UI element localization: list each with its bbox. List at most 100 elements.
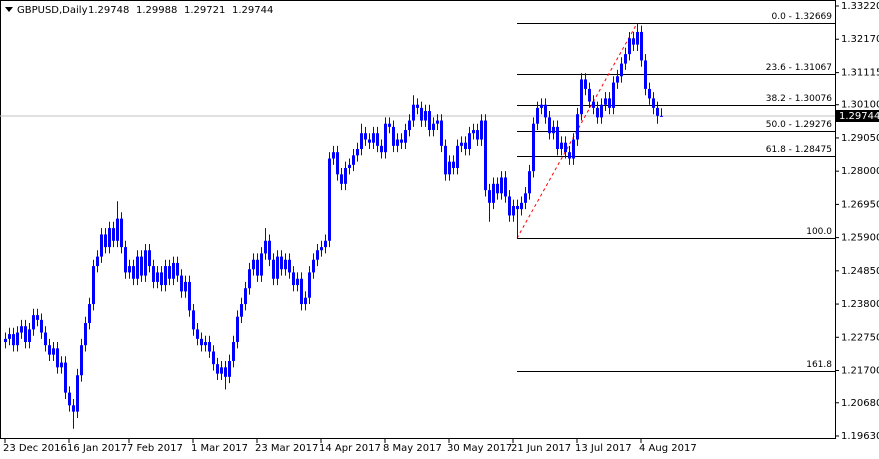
- candle-body: [244, 288, 247, 305]
- fib-label: 61.8 - 1.28475: [766, 145, 832, 155]
- candle-body: [172, 262, 175, 279]
- candle-body: [280, 256, 283, 270]
- candle-body: [356, 149, 359, 156]
- candle-body: [584, 79, 587, 89]
- candle-body: [364, 133, 367, 140]
- candle-body: [488, 190, 491, 203]
- candle-body: [316, 250, 319, 260]
- candle-body: [616, 76, 619, 83]
- candle-body: [240, 304, 243, 317]
- y-tick-label: 1.26950: [841, 199, 879, 210]
- candle-body: [400, 139, 403, 143]
- candle-body: [352, 155, 355, 165]
- candle-body: [52, 348, 55, 355]
- candle-body: [144, 250, 147, 276]
- candle-body: [84, 323, 87, 346]
- candle-body: [408, 120, 411, 131]
- candle-body: [384, 123, 387, 153]
- candle-body: [256, 259, 259, 276]
- candle-body: [360, 133, 363, 150]
- candle-body: [308, 272, 311, 298]
- ohlc-value: 1.29748: [88, 5, 129, 16]
- candle-body: [464, 142, 467, 150]
- candle-body: [320, 247, 323, 251]
- menu-arrow[interactable]: [5, 7, 13, 12]
- candle-body: [248, 269, 251, 289]
- candle-body: [312, 259, 315, 273]
- candle-body: [592, 101, 595, 108]
- candle-body: [456, 145, 459, 169]
- y-tick-label: 1.23800: [841, 299, 879, 310]
- candle-body: [328, 158, 331, 241]
- ohlc-value: 1.29721: [184, 5, 225, 16]
- candle-body: [524, 193, 527, 203]
- candle-body: [572, 139, 575, 159]
- candle-body: [16, 332, 19, 346]
- candle-body: [304, 297, 307, 305]
- candle-body: [564, 142, 567, 153]
- candle-body: [600, 104, 603, 118]
- candle-body: [112, 228, 115, 241]
- candle-body: [36, 315, 39, 320]
- symbol: GBPUSD,Daily: [17, 5, 88, 16]
- candle-body: [96, 256, 99, 267]
- candle-body: [92, 266, 95, 305]
- candle-body: [388, 123, 391, 127]
- candle-body: [472, 130, 475, 134]
- candle-body: [204, 342, 207, 346]
- candle-body: [276, 256, 279, 279]
- candle-body: [452, 161, 455, 169]
- candle-body: [116, 218, 119, 241]
- candle-body: [284, 259, 287, 270]
- candle-body: [644, 60, 647, 89]
- candle-body: [512, 205, 515, 216]
- candle-body: [620, 63, 623, 77]
- candle-body: [108, 228, 111, 248]
- x-tick-label: 13 Jul 2017: [575, 443, 632, 454]
- price-tag-label: 1.29744: [839, 111, 879, 122]
- candle-body: [272, 259, 275, 279]
- candle-body: [80, 345, 83, 376]
- candle-body: [500, 177, 503, 194]
- y-tick-label: 1.19630: [841, 431, 879, 442]
- candle-body: [300, 278, 303, 305]
- candle-body: [252, 259, 255, 270]
- y-tick-label: 1.31115: [841, 68, 879, 79]
- candle-body: [536, 107, 539, 124]
- candle-body: [368, 139, 371, 143]
- candle-body: [12, 334, 15, 346]
- candle-body: [544, 104, 547, 118]
- candle-body: [48, 345, 51, 355]
- candle-body: [380, 145, 383, 153]
- candle-body: [604, 98, 607, 105]
- fib-label: 0.0 - 1.32669: [772, 12, 833, 22]
- candle-body: [628, 38, 631, 55]
- price-tag: [836, 109, 879, 122]
- candle-body: [440, 120, 443, 146]
- candle-body: [132, 266, 135, 279]
- candle-body: [344, 168, 347, 184]
- candle-body: [136, 256, 139, 279]
- candle-body: [208, 342, 211, 352]
- candle-body: [160, 272, 163, 286]
- candle-body: [28, 329, 31, 343]
- candle-body: [508, 196, 511, 216]
- candle-body: [468, 133, 471, 150]
- candle-body: [460, 142, 463, 146]
- candle-body: [556, 126, 559, 150]
- candle-body: [268, 240, 271, 260]
- x-tick-label: 23 Dec 2016: [3, 443, 67, 454]
- candle-body: [104, 234, 107, 248]
- x-tick-label: 7 Feb 2017: [127, 443, 183, 454]
- candle-body: [552, 126, 555, 134]
- candle-body: [532, 123, 535, 172]
- candle-body: [632, 38, 635, 45]
- candle-body: [520, 202, 523, 210]
- candle-body: [348, 164, 351, 169]
- candle-body: [416, 104, 419, 108]
- candle-body: [480, 120, 483, 140]
- candle-body: [392, 126, 395, 146]
- candle-body: [56, 348, 59, 368]
- candle-body: [624, 54, 627, 64]
